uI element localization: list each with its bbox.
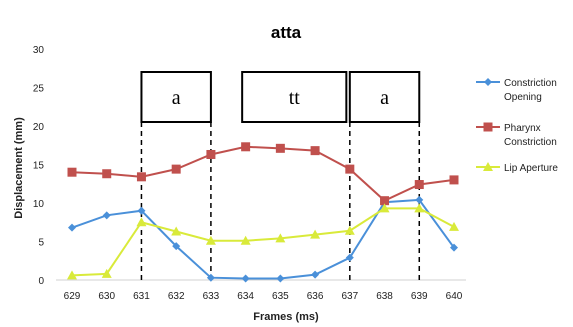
segment-label: tt <box>289 87 301 109</box>
data-point <box>414 203 425 213</box>
data-point <box>67 167 77 177</box>
x-tick-label: 629 <box>64 291 81 302</box>
legend-marker <box>483 162 493 171</box>
y-tick-label: 5 <box>38 238 44 249</box>
segment-annotations: a tt a <box>140 71 421 280</box>
x-tick-label: 636 <box>307 291 324 302</box>
x-axis-label: Frames (ms) <box>253 311 319 323</box>
data-point <box>206 273 215 282</box>
segment-box <box>140 71 212 123</box>
series-line <box>71 145 455 202</box>
data-point <box>415 195 424 204</box>
y-tick-label: 30 <box>33 45 45 56</box>
x-tick-label: 634 <box>237 291 254 302</box>
legend-label: Lip Aperture <box>504 163 558 174</box>
y-tick-label: 15 <box>33 161 45 172</box>
x-tick-label: 635 <box>272 291 289 302</box>
segment-box <box>348 71 421 123</box>
legend-label: Pharynx <box>504 123 541 134</box>
x-axis-ticks: 629 630 631 632 633 634 635 636 637 638 639 640 <box>64 291 463 302</box>
data-point <box>67 270 77 280</box>
x-tick-label: 633 <box>203 291 220 302</box>
data-point <box>241 274 250 283</box>
data-point <box>311 270 320 279</box>
series-line <box>71 198 455 280</box>
data-point <box>380 196 390 206</box>
series-group <box>67 142 459 283</box>
data-point <box>310 229 321 239</box>
segment-label: a <box>380 87 389 109</box>
y-tick-label: 0 <box>38 276 44 287</box>
data-point <box>102 211 111 220</box>
data-point <box>275 143 285 153</box>
x-tick-label: 631 <box>133 291 150 302</box>
chart-title: atta <box>271 23 302 42</box>
legend: Constriction Opening Pharynx Constriction Li… <box>476 78 558 174</box>
legend-item: Constriction Opening <box>476 78 557 103</box>
y-axis-ticks: 0 5 10 15 20 25 30 <box>33 45 45 287</box>
data-point <box>101 268 112 278</box>
data-point <box>344 225 355 235</box>
series-line <box>71 207 455 277</box>
data-point <box>240 235 251 245</box>
data-point <box>310 146 320 156</box>
legend-label: Opening <box>504 92 542 103</box>
data-point <box>241 142 251 152</box>
data-point <box>206 149 216 159</box>
data-point <box>449 175 459 185</box>
segment-label: a <box>172 87 181 109</box>
data-point <box>102 169 112 179</box>
data-point <box>171 164 181 174</box>
data-point <box>205 235 216 245</box>
x-tick-label: 639 <box>411 291 428 302</box>
series-pharynx-constriction <box>67 142 459 206</box>
data-point <box>345 164 355 174</box>
data-point <box>68 223 76 232</box>
x-tick-label: 640 <box>446 291 463 302</box>
x-tick-label: 637 <box>341 291 358 302</box>
y-tick-label: 10 <box>33 199 45 210</box>
y-tick-label: 20 <box>33 122 45 133</box>
series-lip-aperture <box>67 203 459 280</box>
segment-box <box>241 71 348 123</box>
x-tick-label: 632 <box>168 291 185 302</box>
legend-marker <box>483 122 493 132</box>
data-point <box>414 180 424 190</box>
data-point <box>449 221 459 231</box>
legend-item: Pharynx Constriction <box>476 122 557 148</box>
legend-marker <box>484 78 492 86</box>
y-tick-label: 25 <box>33 84 45 95</box>
data-point <box>136 217 147 227</box>
data-point <box>276 274 285 283</box>
legend-label: Constriction <box>504 78 557 89</box>
data-point <box>171 226 182 236</box>
x-tick-label: 630 <box>98 291 115 302</box>
y-axis-label: Displacement (mm) <box>13 117 25 219</box>
data-point <box>137 206 146 215</box>
legend-label: Constriction <box>504 137 557 148</box>
x-tick-label: 638 <box>376 291 393 302</box>
data-point <box>275 233 286 243</box>
data-point <box>379 203 390 213</box>
legend-item: Lip Aperture <box>476 162 558 174</box>
data-point <box>136 172 146 182</box>
data-point <box>345 253 354 262</box>
data-point <box>172 242 181 251</box>
data-point <box>450 243 458 252</box>
